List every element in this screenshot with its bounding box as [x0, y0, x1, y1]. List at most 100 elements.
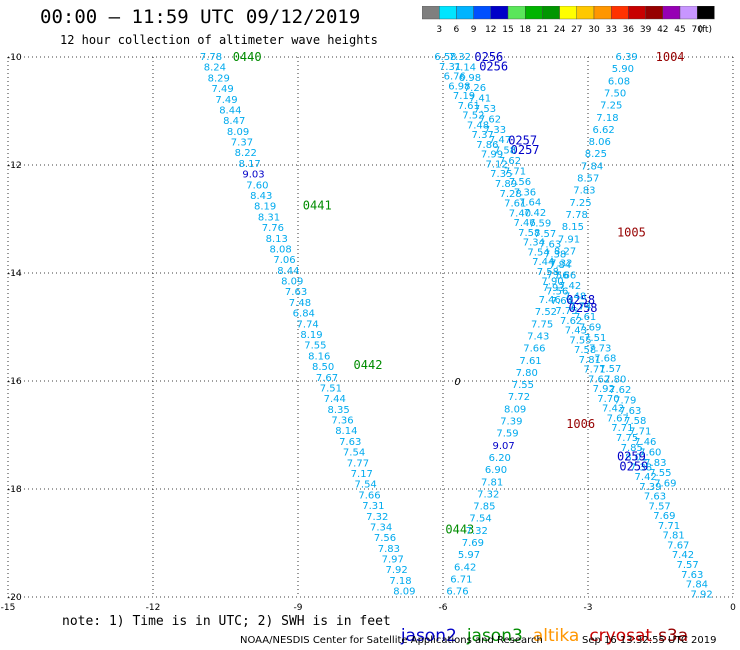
swh-value: 8.35 — [327, 405, 349, 416]
swh-value: 7.71 — [658, 521, 680, 532]
swh-value: 7.92 — [593, 384, 615, 395]
swh-value: 7.19 — [453, 91, 475, 102]
swh-value: 7.67 — [316, 373, 338, 384]
y-tick-label: -18 — [7, 485, 22, 495]
swh-value: 7.93 — [542, 283, 564, 294]
swh-value: 7.44 — [532, 257, 554, 268]
swh-value: 7.52 — [535, 307, 557, 318]
color-tick-label: 45 — [674, 25, 685, 35]
swh-value: 7.75 — [616, 433, 638, 444]
swh-value: 7.62 — [609, 385, 631, 396]
x-tick-label: 0 — [730, 603, 736, 613]
swh-value: 8.06 — [589, 137, 611, 148]
color-tick-label: 33 — [605, 25, 616, 35]
swh-value: 7.81 — [579, 355, 601, 366]
swh-value: 7.91 — [558, 234, 580, 245]
color-tick-label: 21 — [537, 25, 548, 35]
swh-value: 7.86 — [476, 140, 498, 151]
swh-value: 5.90 — [612, 64, 634, 75]
swh-value: 7.63 — [681, 570, 703, 581]
swh-value: 7.89 — [495, 179, 517, 190]
swh-value: 7.57 — [599, 364, 621, 375]
y-tick-label: -20 — [7, 593, 22, 603]
swh-value: 7.39 — [500, 417, 522, 428]
swh-value: 7.78 — [566, 210, 588, 221]
color-tick-label: 42 — [657, 25, 668, 35]
swh-value: 8.19 — [254, 202, 276, 213]
swh-value: 8.09 — [227, 127, 249, 138]
swh-value: 7.54 — [355, 480, 377, 491]
swh-value: 7.42 — [524, 208, 546, 219]
swh-value: 7.38 — [630, 462, 652, 473]
swh-value: 6.58 — [434, 52, 456, 63]
swh-value: 7.54 — [469, 514, 491, 525]
swh-value: 7.71 — [629, 427, 651, 438]
swh-value: 7.77 — [347, 458, 369, 469]
x-tick-label: -3 — [584, 603, 593, 613]
color-tick-label: 18 — [519, 25, 531, 35]
pass-number-label: 0257 — [508, 134, 537, 148]
page-title: 00:00 – 11:59 UTC 09/12/2019 — [40, 6, 361, 28]
swh-value: 7.74 — [297, 319, 319, 330]
color-tick-label: 36 — [623, 25, 635, 35]
swh-value: 8.24 — [204, 63, 226, 74]
swh-value: 9.03 — [242, 170, 264, 181]
pass-number-label: 0256 — [479, 60, 508, 74]
swh-value: 7.59 — [529, 218, 551, 229]
color-tick-label: 15 — [502, 25, 513, 35]
swh-value: 7.71 — [611, 423, 633, 434]
pass-number-label: 0256 — [474, 50, 503, 64]
swh-value: 7.97 — [382, 555, 404, 566]
swh-value: 7.31 — [439, 62, 461, 73]
swh-value: 7.80 — [604, 375, 626, 386]
pass-number-label: 1006 — [566, 417, 595, 431]
swh-value: 6.62 — [592, 125, 614, 136]
swh-value: 7.34 — [370, 522, 392, 533]
swh-value: 8.44 — [219, 105, 241, 116]
swh-value: 6.71 — [450, 574, 472, 585]
satellite-legend: jason2 jason3 altika cryosat s3a — [390, 606, 698, 646]
pass-number-label: 0442 — [354, 358, 383, 372]
swh-value: 7.99 — [481, 150, 503, 161]
legend-altika: altika — [532, 626, 580, 646]
note-text: note: 1) Time is in UTC; 2) SWH is in fe… — [62, 614, 391, 629]
swh-value: 7.62 — [560, 316, 582, 327]
swh-value: 7.53 — [474, 104, 496, 115]
legend-s3a: s3a — [658, 626, 689, 646]
swh-value: 7.59 — [496, 429, 518, 440]
color-tick-label: 27 — [571, 25, 582, 35]
swh-value: 7.58 — [624, 416, 646, 427]
pass-number-label: 0258 — [566, 293, 595, 307]
swh-value: 7.39 — [639, 482, 661, 493]
swh-value: 7.17 — [351, 469, 373, 480]
swh-value: 8.19 — [300, 330, 322, 341]
swh-value: 7.58 — [574, 345, 596, 356]
swh-value: 7.57 — [534, 229, 556, 240]
swh-value: 7.42 — [635, 472, 657, 483]
swh-value: 8.31 — [258, 212, 280, 223]
pass-number-label: 0258 — [569, 301, 598, 315]
swh-value: 7.36 — [514, 187, 536, 198]
page-subtitle: 12 hour collection of altimeter wave hei… — [60, 33, 378, 47]
swh-value: 7.28 — [499, 189, 521, 200]
swh-value: 7.52 — [462, 111, 484, 122]
legend-cryosat: cryosat — [589, 626, 653, 646]
swh-value: 6.39 — [616, 52, 638, 63]
x-tick-label: -9 — [294, 603, 303, 613]
swh-value: 7.84 — [686, 580, 708, 591]
swh-value: 7.63 — [644, 492, 666, 503]
color-scale-bar: 3 6 9 12 15 18 21 24 27 30 33 36 39 42 45 70(ft) — [422, 6, 715, 35]
legend-jason2: jason2 — [400, 626, 457, 646]
swh-value: 8.16 — [308, 351, 330, 362]
swh-value: 6.84 — [293, 309, 315, 320]
swh-value: 8.47 — [223, 116, 245, 127]
swh-value: 7.32 — [466, 526, 488, 537]
swh-value: 7.38 — [544, 250, 566, 261]
x-tick-label: -12 — [146, 603, 161, 613]
swh-value: 8.25 — [585, 149, 607, 160]
swh-value: 7.55 — [512, 380, 534, 391]
swh-value: 7.55 — [304, 341, 326, 352]
swh-value: 7.12 — [486, 159, 508, 170]
swh-value: 7.43 — [565, 326, 587, 337]
